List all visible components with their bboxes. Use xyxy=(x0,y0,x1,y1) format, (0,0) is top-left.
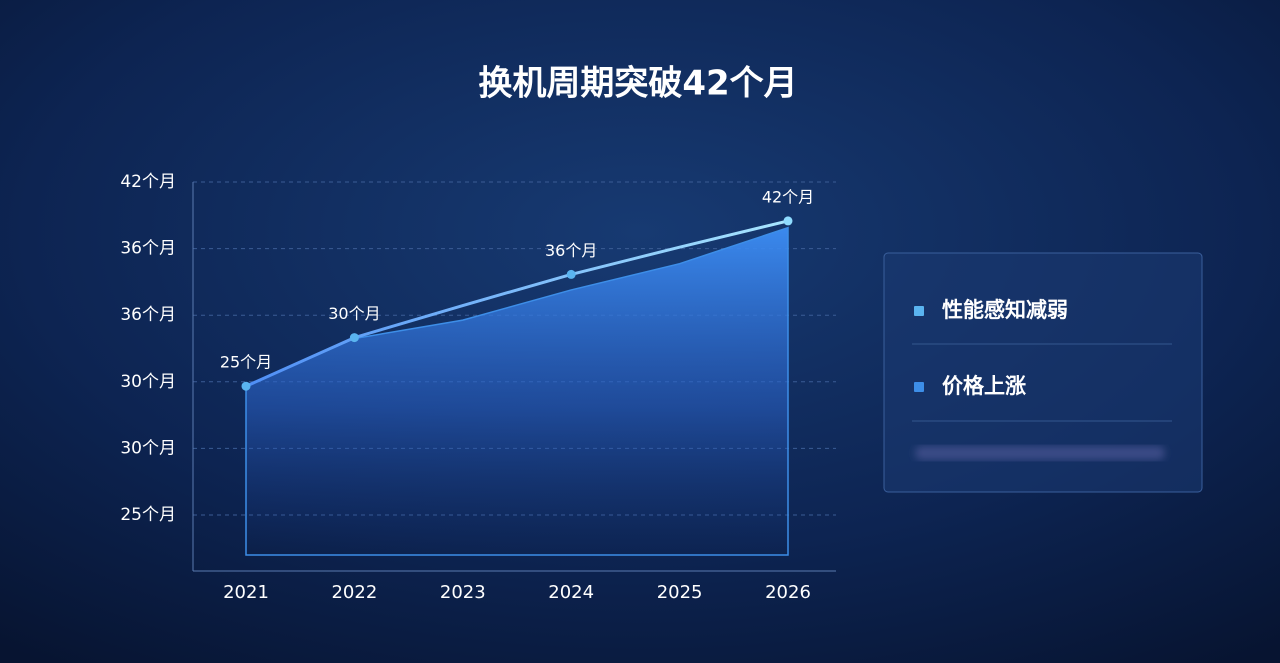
data-label: 36个月 xyxy=(545,241,597,260)
x-tick-label: 2021 xyxy=(223,582,269,603)
x-tick-label: 2022 xyxy=(331,582,377,603)
x-tick-label: 2026 xyxy=(765,582,811,603)
chart-title: 换机周期突破42个月 xyxy=(478,64,797,104)
blurred-legend-row xyxy=(915,446,1165,460)
point xyxy=(349,333,359,343)
y-tick-label: 25个月 xyxy=(120,505,176,525)
x-tick-label: 2023 xyxy=(440,582,486,603)
x-tick-label: 2024 xyxy=(548,582,594,603)
plot: 42个月 36个月 36个月 30个月 30个月 25个月 2021 2022 2023 2024… xyxy=(120,172,836,603)
x-tick-label: 2025 xyxy=(657,582,703,603)
legend-label: 性能感知减弱 xyxy=(942,298,1068,322)
data-label: 42个月 xyxy=(762,187,814,206)
y-tick-label: 30个月 xyxy=(120,438,176,458)
point xyxy=(783,216,793,226)
legend-label: 价格上涨 xyxy=(942,374,1026,398)
point xyxy=(566,269,576,279)
y-tick-label: 30个月 xyxy=(120,372,176,392)
point xyxy=(241,381,251,391)
y-tick-label: 36个月 xyxy=(120,305,176,325)
data-label: 30个月 xyxy=(328,304,380,323)
data-label: 25个月 xyxy=(220,353,272,372)
legend-swatch xyxy=(914,306,924,316)
legend-box xyxy=(883,252,1203,493)
y-tick-label: 42个月 xyxy=(120,172,176,192)
line xyxy=(245,219,789,388)
area xyxy=(245,226,789,556)
legend-swatch xyxy=(914,382,924,392)
y-tick-label: 36个月 xyxy=(120,239,176,259)
